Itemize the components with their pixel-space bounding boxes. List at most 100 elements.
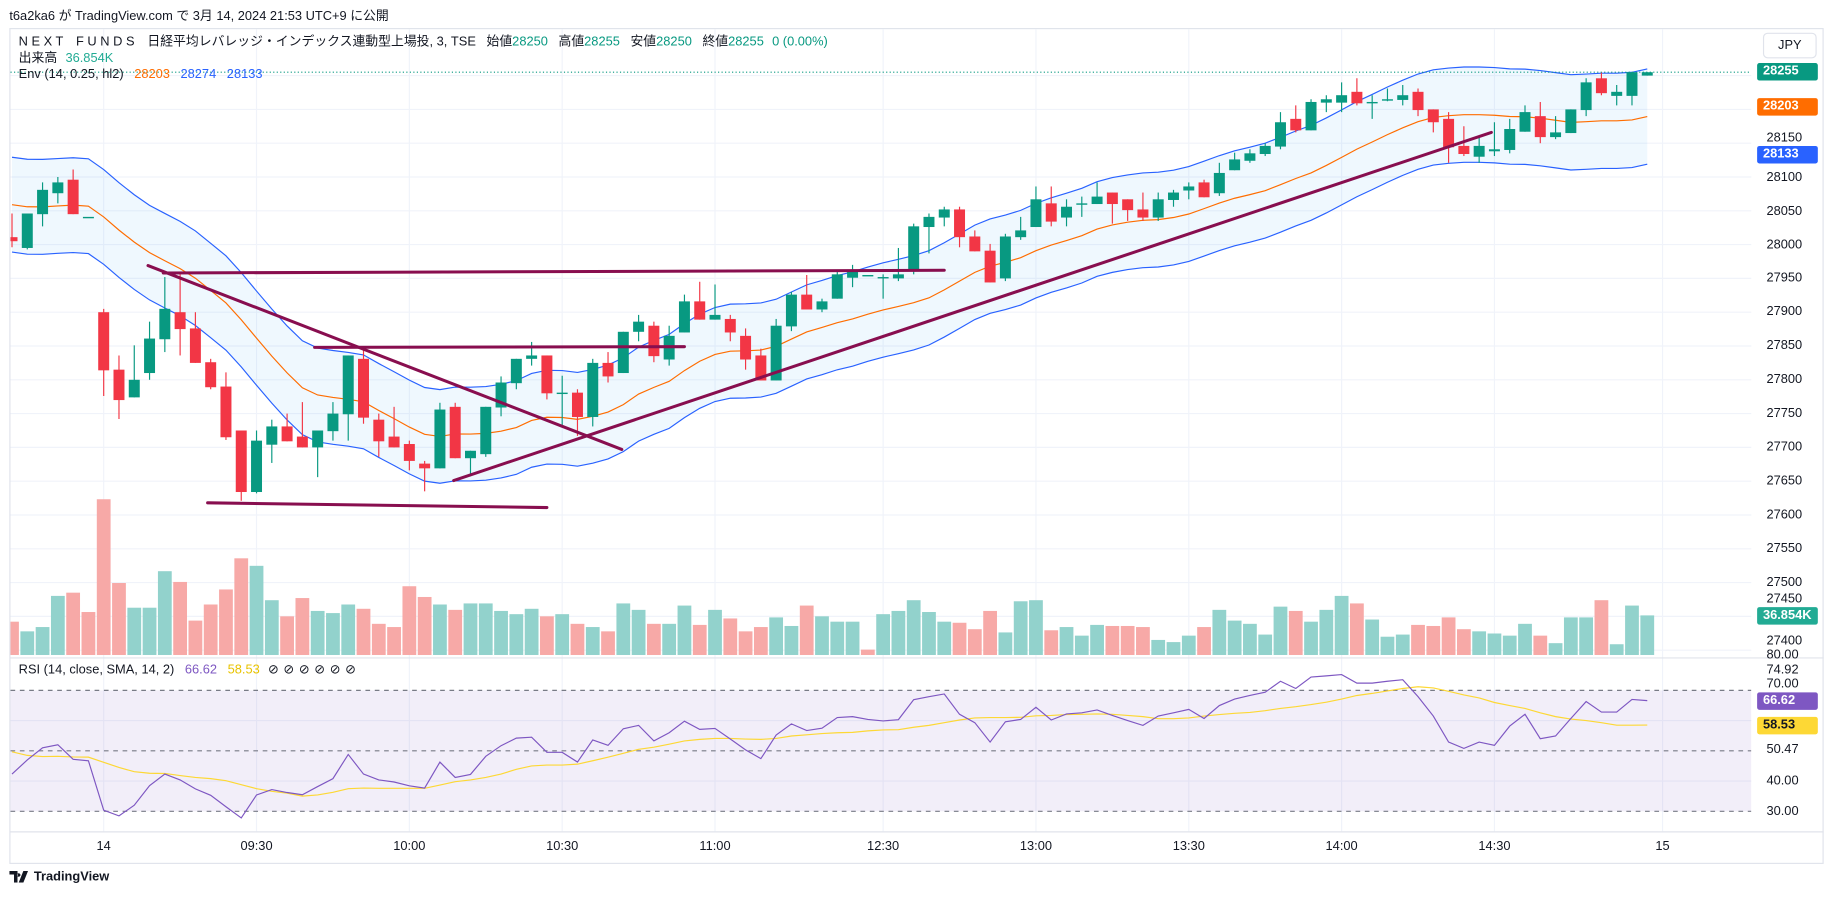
- candle[interactable]: [1137, 192, 1149, 221]
- candle[interactable]: [1473, 135, 1485, 163]
- eye-off-icon[interactable]: ⊘: [267, 663, 279, 678]
- candle[interactable]: [7, 213, 18, 248]
- candle[interactable]: [510, 358, 522, 390]
- candle[interactable]: [587, 358, 599, 427]
- candle[interactable]: [724, 314, 736, 342]
- eye-off-icon[interactable]: ⊘: [283, 663, 295, 678]
- candle[interactable]: [205, 358, 217, 390]
- candle[interactable]: [1626, 72, 1638, 106]
- trendline-descending[interactable]: [146, 264, 624, 451]
- candle[interactable]: [144, 321, 156, 380]
- candle[interactable]: [480, 406, 492, 457]
- candle[interactable]: [892, 247, 904, 282]
- resistance-line-27848[interactable]: [313, 345, 686, 349]
- candle[interactable]: [602, 352, 614, 383]
- candle[interactable]: [862, 275, 874, 277]
- candle[interactable]: [1076, 196, 1088, 217]
- candle[interactable]: [52, 176, 64, 204]
- candle[interactable]: [801, 275, 813, 310]
- candle[interactable]: [113, 355, 125, 420]
- candle[interactable]: [1611, 85, 1623, 106]
- candle[interactable]: [1122, 199, 1134, 221]
- candle[interactable]: [1274, 112, 1286, 150]
- candle[interactable]: [342, 355, 354, 441]
- candle[interactable]: [1595, 72, 1607, 96]
- envelope-label[interactable]: Env (14, 0.25, hl2): [18, 67, 124, 82]
- eye-off-icon[interactable]: ⊘: [329, 663, 341, 678]
- candle[interactable]: [770, 318, 782, 381]
- eye-off-icon[interactable]: ⊘: [314, 663, 326, 678]
- candle[interactable]: [1381, 88, 1393, 102]
- candle[interactable]: [1504, 118, 1516, 154]
- candle[interactable]: [281, 413, 293, 442]
- candle[interactable]: [1412, 88, 1424, 117]
- candle[interactable]: [984, 243, 996, 283]
- candle[interactable]: [1061, 199, 1073, 227]
- candle[interactable]: [1168, 189, 1179, 207]
- candle[interactable]: [1015, 216, 1027, 240]
- candle[interactable]: [220, 372, 232, 440]
- candle[interactable]: [235, 430, 247, 501]
- candle[interactable]: [1229, 152, 1241, 171]
- candle[interactable]: [923, 213, 935, 254]
- candle[interactable]: [174, 271, 186, 356]
- candle[interactable]: [571, 389, 583, 436]
- candle[interactable]: [678, 294, 690, 333]
- candle[interactable]: [1198, 179, 1210, 198]
- candle[interactable]: [67, 169, 79, 215]
- candle[interactable]: [495, 376, 507, 417]
- candle[interactable]: [21, 213, 33, 250]
- candle[interactable]: [999, 233, 1011, 282]
- candle[interactable]: [98, 308, 110, 397]
- candle[interactable]: [251, 430, 263, 494]
- candle[interactable]: [648, 321, 660, 363]
- candle[interactable]: [1565, 109, 1577, 134]
- candle[interactable]: [419, 460, 431, 492]
- candle[interactable]: [831, 270, 843, 299]
- candle[interactable]: [1534, 101, 1546, 144]
- candle[interactable]: [1259, 143, 1271, 157]
- candle[interactable]: [434, 402, 446, 469]
- candle[interactable]: [1305, 99, 1317, 131]
- candle[interactable]: [694, 281, 706, 320]
- candle[interactable]: [740, 328, 752, 370]
- candle[interactable]: [1183, 182, 1195, 200]
- candle[interactable]: [373, 413, 385, 457]
- eye-off-icon[interactable]: ⊘: [298, 663, 310, 678]
- candle[interactable]: [1488, 122, 1500, 157]
- candle[interactable]: [1366, 95, 1378, 119]
- candle[interactable]: [969, 230, 981, 252]
- candle[interactable]: [1427, 109, 1439, 133]
- volume-label[interactable]: 出来高: [18, 51, 58, 66]
- candle[interactable]: [1443, 112, 1455, 163]
- candle[interactable]: [1030, 186, 1042, 228]
- candle[interactable]: [82, 216, 94, 219]
- candle[interactable]: [617, 331, 629, 374]
- support-line-27615[interactable]: [206, 501, 549, 510]
- candle[interactable]: [816, 298, 828, 313]
- candle[interactable]: [358, 348, 369, 424]
- candle[interactable]: [541, 355, 553, 400]
- candle[interactable]: [388, 406, 400, 448]
- candle[interactable]: [1519, 105, 1531, 132]
- candle[interactable]: [296, 402, 308, 448]
- candle[interactable]: [1213, 162, 1225, 196]
- candle[interactable]: [1351, 78, 1363, 106]
- candle[interactable]: [954, 206, 966, 248]
- candle[interactable]: [847, 264, 859, 288]
- trendline-ascending[interactable]: [452, 130, 1493, 483]
- candle[interactable]: [189, 312, 201, 363]
- candle[interactable]: [1106, 192, 1118, 224]
- candle[interactable]: [556, 375, 568, 427]
- currency-button[interactable]: JPY: [1762, 32, 1817, 59]
- candle[interactable]: [159, 277, 171, 353]
- candle[interactable]: [1244, 149, 1256, 163]
- candle[interactable]: [1550, 116, 1562, 140]
- candle[interactable]: [1091, 182, 1103, 205]
- candle[interactable]: [938, 206, 950, 227]
- candle[interactable]: [908, 223, 920, 275]
- candle[interactable]: [1336, 82, 1348, 113]
- candle[interactable]: [877, 274, 889, 299]
- candle[interactable]: [403, 440, 415, 471]
- candle[interactable]: [128, 345, 140, 398]
